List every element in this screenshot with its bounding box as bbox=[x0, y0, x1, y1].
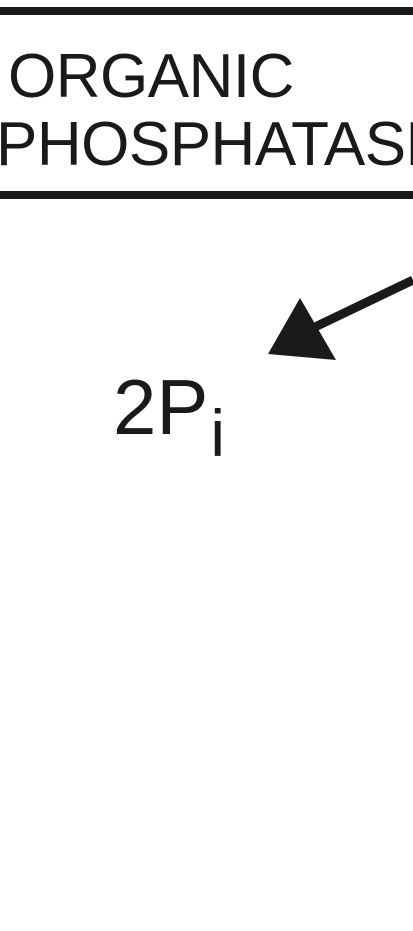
arrow-head bbox=[268, 298, 336, 360]
product-symbol: 2P bbox=[113, 363, 209, 451]
enzyme-name-line-2: PHOSPHATASE bbox=[0, 110, 413, 179]
enzyme-box: ORGANIC PHOSPHATASE bbox=[0, 7, 413, 199]
product-subscript: i bbox=[210, 396, 226, 470]
enzyme-name-line-1: ORGANIC bbox=[8, 42, 294, 111]
arrow-shaft bbox=[313, 275, 413, 332]
product-label-2pi: 2Pi bbox=[113, 368, 225, 470]
